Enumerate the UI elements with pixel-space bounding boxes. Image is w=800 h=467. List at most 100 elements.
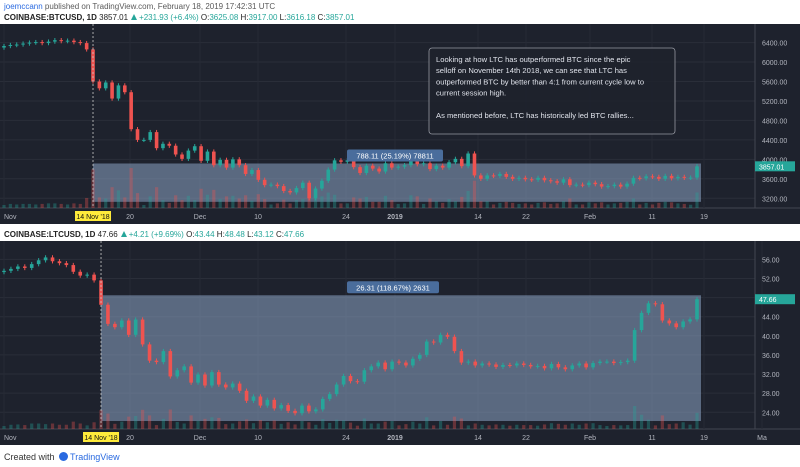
volume-bar [282, 199, 286, 208]
candle-body [669, 175, 674, 179]
candle-body [549, 364, 554, 369]
candle-body [59, 40, 64, 42]
volume-bar [72, 203, 76, 208]
candle-body [396, 166, 400, 168]
volume-bar [660, 415, 664, 429]
candle-body [341, 375, 346, 385]
volume-bar [411, 421, 415, 429]
candle-body [452, 336, 457, 352]
volume-bar [321, 419, 325, 429]
candle-body [320, 180, 324, 189]
candle-body [639, 312, 644, 331]
candle-body [535, 365, 540, 367]
volume-bar [657, 202, 661, 208]
candle-body [369, 366, 374, 371]
candle-body [140, 319, 145, 345]
author-link[interactable]: joemccann [4, 2, 43, 11]
note-line: current session high. [436, 89, 506, 98]
candle-body [126, 320, 131, 335]
candle-body [660, 304, 665, 321]
volume-bar [390, 200, 394, 208]
x-tick-label: 22 [522, 214, 530, 221]
candle-body [258, 396, 263, 406]
volume-bar [591, 423, 595, 429]
volume-bar [689, 204, 693, 208]
volume-bar [147, 415, 152, 429]
volume-bar [64, 424, 68, 429]
volume-bar [320, 196, 324, 208]
candle-body [71, 265, 76, 272]
x-tick-label: 14 [474, 435, 482, 442]
volume-bar [30, 423, 34, 429]
volume-bar [339, 203, 343, 208]
x-tick-label: 22 [522, 435, 530, 442]
ltc-h-label: H: [216, 230, 225, 239]
volume-bar [263, 199, 267, 208]
date-tag-label: 14 Nov '18 [84, 435, 117, 442]
candle-body [563, 367, 568, 370]
candle-body [612, 361, 616, 364]
measure-box [101, 295, 701, 422]
volume-bar [23, 425, 27, 429]
volume-bar [549, 423, 554, 429]
volume-bar [515, 424, 519, 429]
volume-bar [37, 423, 41, 429]
candle-body [147, 344, 152, 361]
btc-chart[interactable]: 6400.00 6000.00 5600.00 5200.00 4800.00 4400.… [0, 24, 800, 224]
y-tick-label: 56.00 [762, 257, 780, 264]
candle-body [411, 358, 415, 366]
volume-bar [193, 200, 197, 208]
volume-bar [335, 419, 339, 429]
volume-bar [568, 198, 572, 208]
candle-body [528, 364, 533, 367]
footer: Created with TradingView [0, 448, 800, 467]
volume-bar [269, 204, 273, 208]
candle-body [606, 186, 610, 188]
volume-bar [307, 422, 311, 429]
candle-body [612, 184, 617, 187]
up-arrow-icon [120, 231, 127, 237]
candle-body [580, 184, 585, 186]
candle-body [472, 153, 477, 176]
x-tick-label: 11 [648, 214, 655, 221]
btc-h-label: H: [240, 13, 249, 22]
y-tick-label: 5200.00 [762, 99, 787, 106]
candle-body [536, 177, 540, 180]
candle-body [218, 159, 222, 166]
date-tag [75, 211, 112, 221]
volume-bar [530, 204, 534, 208]
volume-bar [418, 423, 422, 429]
candle-body [294, 188, 299, 193]
candle-body [154, 132, 159, 149]
candle-body [205, 151, 210, 161]
volume-bar [663, 201, 667, 208]
candle-body [370, 165, 375, 169]
candle-body [515, 363, 519, 366]
candle-body [568, 179, 572, 186]
candle-body [192, 146, 197, 151]
candle-body [362, 370, 367, 382]
volume-bar [97, 197, 101, 208]
footer-tradingview[interactable]: TradingView [70, 452, 120, 462]
candle-body [50, 257, 55, 262]
candle-body [390, 163, 394, 168]
volume-bar [383, 421, 387, 429]
volume-bar [92, 422, 96, 429]
ltc-symbol[interactable]: COINBASE:LTCUSD, 1D [4, 230, 96, 239]
candle-body [663, 175, 668, 179]
volume-bar [682, 203, 686, 208]
volume-bar [258, 420, 263, 429]
measure-box [93, 163, 702, 202]
ltc-chart[interactable]: 56.0052.0048.0044.0040.0036.0032.0028.00… [0, 241, 800, 445]
btc-symbol[interactable]: COINBASE:BTCUSD, 1D [4, 13, 97, 22]
volume-bar [148, 196, 152, 208]
measure-label-box [347, 281, 439, 294]
volume-bar [205, 194, 210, 208]
volume-bar [646, 419, 651, 429]
candle-body [334, 384, 339, 395]
volume-bar [352, 197, 356, 208]
volume-bar [53, 203, 57, 208]
candle-body [591, 363, 595, 368]
volume-bar [517, 203, 521, 208]
x-tick-label: Feb [584, 214, 596, 221]
